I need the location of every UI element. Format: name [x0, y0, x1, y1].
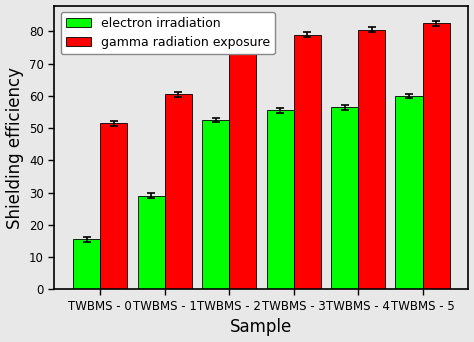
Bar: [294, 35, 321, 289]
Bar: [229, 51, 256, 289]
Bar: [266, 110, 294, 289]
X-axis label: Sample: Sample: [230, 318, 292, 337]
Bar: [422, 23, 450, 289]
Legend: electron irradiation, gamma radiation exposure: electron irradiation, gamma radiation ex…: [61, 12, 275, 54]
Bar: [358, 30, 385, 289]
Bar: [165, 94, 192, 289]
Y-axis label: Shielding efficiency: Shielding efficiency: [6, 66, 24, 228]
Bar: [331, 107, 358, 289]
Bar: [202, 120, 229, 289]
Bar: [100, 123, 128, 289]
Bar: [395, 96, 422, 289]
Bar: [73, 239, 100, 289]
Bar: [137, 196, 165, 289]
